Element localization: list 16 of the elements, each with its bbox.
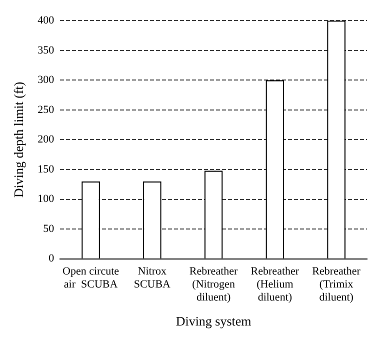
y-tick-label: 0 <box>48 252 55 265</box>
y-tick-label: 350 <box>38 44 55 56</box>
x-tick-label: Open circute air SCUBA <box>62 265 120 290</box>
x-tick-label: Rebreather (Helium diluent) <box>250 265 300 304</box>
x-axis-title: Diving system <box>176 314 252 329</box>
x-tick-label: Rebreather (Nitrogen diluent) <box>189 265 238 304</box>
y-tick-label: 400 <box>38 14 55 26</box>
y-axis-title: Diving depth limit (ft) <box>11 82 26 198</box>
x-tick-label: Rebreather (Trimix diluent) <box>312 265 361 304</box>
y-tick-label: 150 <box>38 163 55 176</box>
y-tick-label: 300 <box>38 74 55 86</box>
y-tick-label: 250 <box>38 104 55 116</box>
y-tick-label: 200 <box>38 134 55 146</box>
x-tick-label: Nitrox SCUBA <box>134 265 171 290</box>
y-tick-label: 100 <box>38 193 55 206</box>
y-tick-label: 50 <box>43 222 55 235</box>
